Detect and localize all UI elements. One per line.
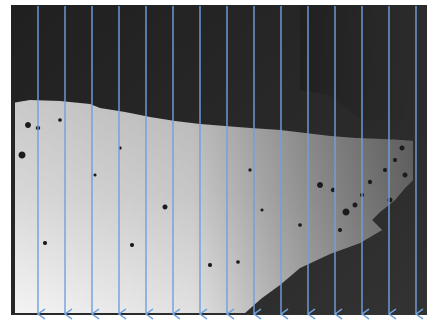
far-wall-region xyxy=(300,5,427,120)
ray-arrows xyxy=(38,6,416,314)
